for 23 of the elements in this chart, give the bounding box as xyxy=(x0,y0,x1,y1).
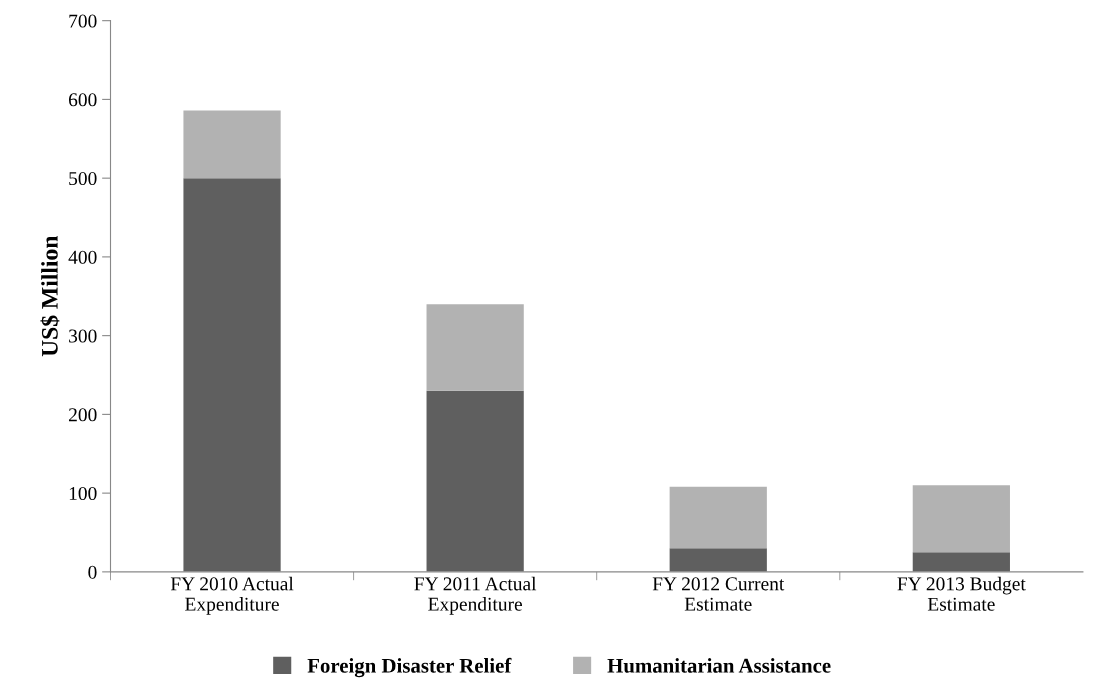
bar xyxy=(183,110,281,179)
y-tick-label: 300 xyxy=(69,329,97,343)
legend-label: Foreign Disaster Relief xyxy=(307,657,512,678)
bar xyxy=(912,485,1010,553)
y-tick-label: 700 xyxy=(69,14,97,28)
x-tick-label: FY 2010 Actual Expenditure xyxy=(170,576,294,615)
bar xyxy=(912,552,1010,572)
y-tick-label: 500 xyxy=(69,171,97,186)
y-tick-label: 400 xyxy=(68,250,97,264)
bar xyxy=(669,548,767,572)
y-tick-label: 600 xyxy=(68,93,97,107)
y-tick-label: 100 xyxy=(69,486,97,501)
y-tick-label: 200 xyxy=(68,408,97,422)
y-tick-label: 0 xyxy=(88,565,97,579)
y-axis-title: US$ Million xyxy=(40,235,60,357)
bar xyxy=(183,178,281,572)
bar xyxy=(426,390,524,572)
x-tick-label: FY 2013 Budget Estimate xyxy=(897,576,1026,611)
bar xyxy=(426,304,524,391)
legend-label: Humanitarian Assistance xyxy=(607,658,831,673)
x-tick-label: FY 2012 Current Estimate xyxy=(652,577,785,611)
bar xyxy=(669,486,767,549)
x-tick-label: FY 2011 Actual Expenditure xyxy=(414,576,537,615)
